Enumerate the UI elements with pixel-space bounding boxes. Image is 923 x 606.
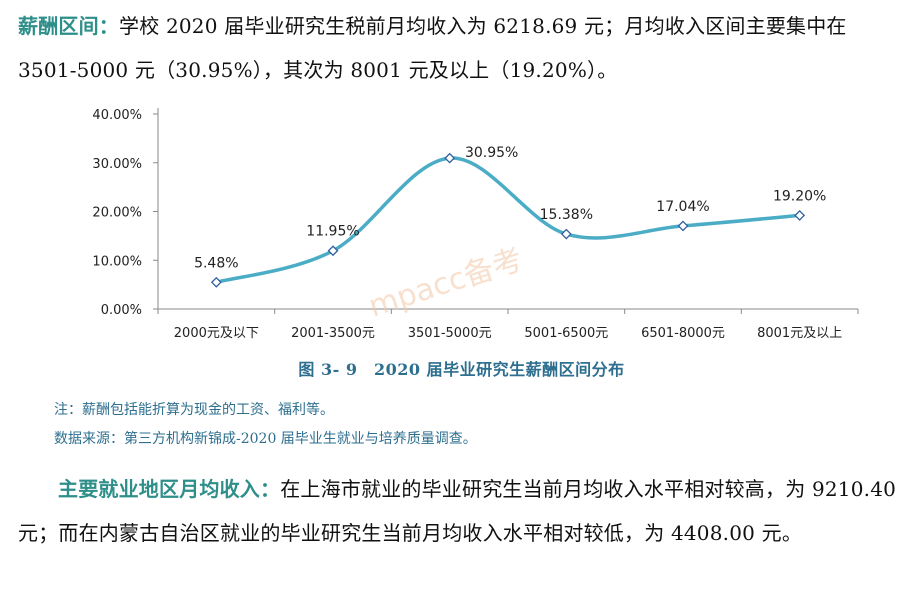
series-line [214,156,802,285]
salary-range-text: 学校 2020 届毕业研究生税前月均收入为 6218.69 元；月均收入区间主要… [18,14,847,82]
data-point [794,209,806,221]
line-chart-svg: 0.00% 10.00% 20.00% 30.00% 40.00% 2000元及以下 200… [92,108,859,341]
data-label: 17.04% [656,199,709,215]
data-point [677,220,689,232]
data-label: 11.95% [306,224,359,240]
region-income-paragraph: 主要就业地区月均收入：在上海市就业的毕业研究生当前月均收入水平相对较高，为 92… [18,467,909,555]
figure-caption: 图 3- 9 2020 届毕业研究生薪酬区间分布 [298,360,625,379]
x-tick-label: 3501-5000元 [408,326,492,341]
x-tick-label: 8001元及以上 [757,326,842,341]
salary-range-paragraph: 薪酬区间：学校 2020 届毕业研究生税前月均收入为 6218.69 元；月均收… [18,4,909,92]
region-income-keyword: 主要就业地区月均收入： [58,477,281,501]
data-point [444,152,456,164]
y-tick-label: 30.00% [92,157,142,172]
data-label: 15.38% [540,207,593,223]
y-tick-label: 10.00% [92,254,142,269]
data-point [327,245,339,257]
x-tick-label: 6501-8000元 [641,326,725,341]
salary-range-keyword: 薪酬区间： [18,14,119,38]
y-tick-label: 0.00% [101,303,142,318]
data-source-line: 数据来源：第三方机构新锦成-2020 届毕业生就业与培养质量调查。 [54,431,477,447]
note-line: 注：薪酬包括能折算为现金的工资、福利等。 [54,402,334,418]
data-point [210,276,222,288]
x-tick-label: 5001-6500元 [524,326,608,341]
data-label: 19.20% [773,188,826,204]
data-point [560,228,572,240]
y-tick-label: 20.00% [92,206,142,221]
y-tick-label: 40.00% [92,108,142,123]
x-tick-label: 2001-3500元 [291,326,375,341]
region-income-text: 在上海市就业的毕业研究生当前月均收入水平相对较高，为 9210.40 元；而在内… [18,477,897,545]
data-label: 30.95% [465,145,518,161]
salary-distribution-chart: 0.00% 10.00% 20.00% 30.00% 40.00% 2000元及以下 200… [0,96,923,356]
data-label: 5.48% [194,255,238,271]
x-tick-label: 2000元及以下 [174,326,259,341]
